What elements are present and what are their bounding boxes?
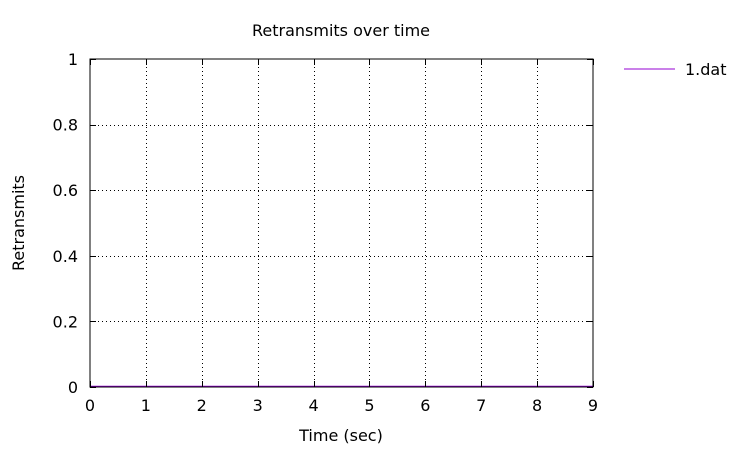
x-tick-label-7: 7 <box>476 396 486 415</box>
y-tick-label-3: 0.6 <box>53 181 78 200</box>
x-tick-label-1: 1 <box>141 396 151 415</box>
legend-label: 1.dat <box>685 60 727 79</box>
y-tick-label-0: 0 <box>68 378 78 397</box>
y-tick-label-5: 1 <box>68 50 78 69</box>
y-tick-labels: 0 0.2 0.4 0.6 0.8 1 <box>53 50 78 397</box>
x-tick-label-0: 0 <box>85 396 95 415</box>
legend: 1.dat <box>624 60 727 79</box>
plot-frame <box>89 58 594 388</box>
x-tick-label-3: 3 <box>253 396 263 415</box>
x-tick-label-4: 4 <box>308 396 318 415</box>
x-tick-label-6: 6 <box>420 396 430 415</box>
x-tick-label-5: 5 <box>364 396 374 415</box>
chart-title: Retransmits over time <box>252 21 430 40</box>
ticks <box>90 59 594 388</box>
y-tick-label-1: 0.2 <box>53 312 78 331</box>
x-tick-label-2: 2 <box>197 396 207 415</box>
x-tick-label-8: 8 <box>532 396 542 415</box>
y-tick-label-2: 0.4 <box>53 247 78 266</box>
x-tick-label-9: 9 <box>588 396 598 415</box>
y-axis-label: Retransmits <box>9 175 28 271</box>
grid <box>90 59 593 387</box>
y-tick-label-4: 0.8 <box>53 116 78 135</box>
x-axis-label: Time (sec) <box>298 426 383 445</box>
x-tick-labels: 0 1 2 3 4 5 6 7 8 9 <box>85 396 598 415</box>
